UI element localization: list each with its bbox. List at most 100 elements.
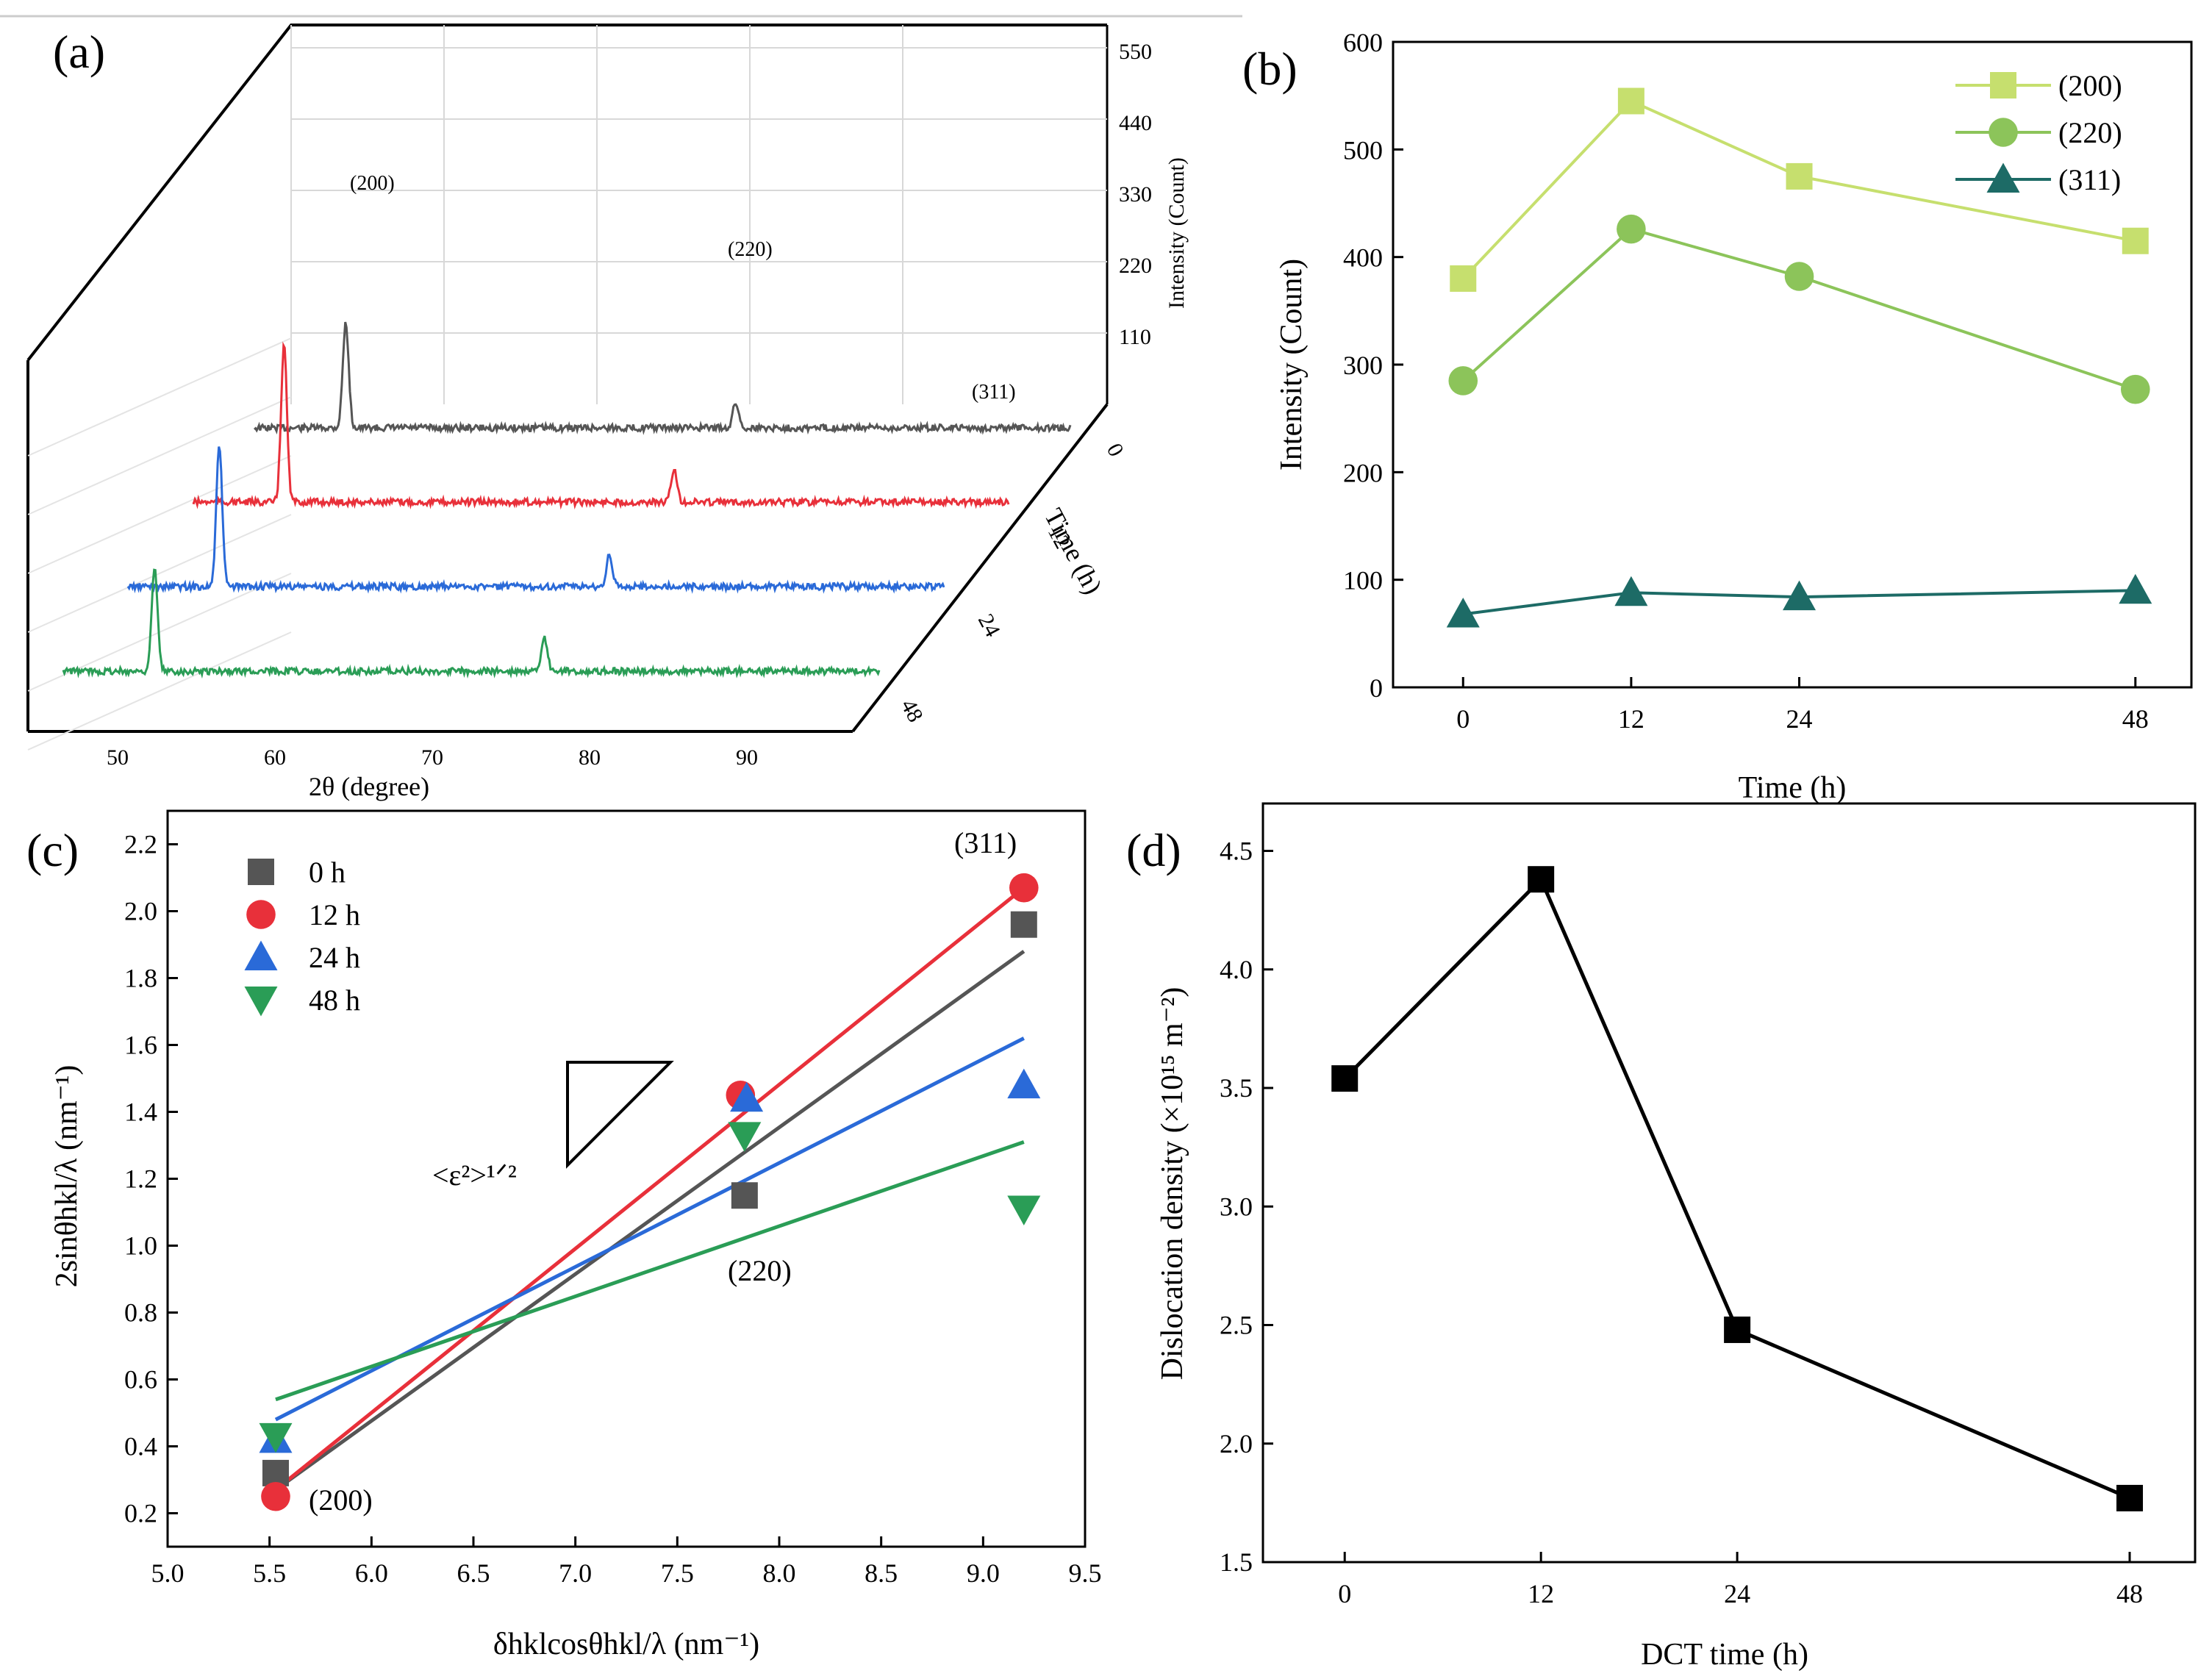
panel-d-ticks: 1.5 2.0 2.5 3.0 3.5 4.0 4.5 0 12 24 48 <box>1220 837 2143 1609</box>
panel-b-xtick-label: 0 <box>1456 704 1470 734</box>
panel-d: 1.5 2.0 2.5 3.0 3.5 4.0 4.5 0 12 24 48 (d) DCT tim… <box>1126 802 2197 1672</box>
panel-d-ytick-label: 4.0 <box>1220 955 1253 984</box>
panel-c-legend-marker <box>244 940 278 970</box>
panel-c-annot-311: (311) <box>954 826 1017 859</box>
panel-a-grid-diag <box>27 396 292 515</box>
panel-c: 5.0 5.5 6.0 6.5 7.0 7.5 8.0 8.5 9.0 9.5 0.2 0.4 0.6 0… <box>26 809 1102 1661</box>
panel-a-depth-edge <box>851 403 1109 733</box>
panel-c-fit-lines <box>274 886 1026 1492</box>
panel-c-series <box>259 873 1041 1511</box>
panel-c-legend-label: 12 h <box>309 898 360 931</box>
panel-c-annot-200: (200) <box>309 1483 373 1517</box>
panel-b-series-line <box>1461 99 2136 280</box>
panel-c-ytick-label: 2.2 <box>124 830 157 859</box>
panel-d-series <box>1331 866 2144 1511</box>
panel-d-ytick-label: 3.0 <box>1220 1192 1253 1221</box>
panel-c-point <box>262 1459 289 1486</box>
panel-a-back-grid <box>27 25 1107 751</box>
panel-c-xtick-label: 8.0 <box>763 1558 796 1588</box>
panel-a-frame <box>26 24 1109 733</box>
panel-b-series-line <box>1463 589 2136 616</box>
panel-c-fit-line <box>274 950 1026 1492</box>
panel-c-point <box>730 1081 764 1112</box>
panel-a-trace-24h <box>126 446 945 594</box>
panel-b-legend-label: (311) <box>2058 163 2121 196</box>
panel-c-point <box>1010 911 1037 938</box>
panel-b-label: (b) <box>1242 43 1298 95</box>
panel-a-grid-diag <box>27 631 292 751</box>
panel-b-point <box>2120 374 2150 404</box>
panel-a-grid-diag <box>27 455 292 574</box>
panel-c-legend-marker <box>244 987 278 1017</box>
panel-a-zlabel: Time (h) <box>1039 504 1108 599</box>
panel-c-ytick-label: 1.4 <box>124 1098 157 1127</box>
panel-b-xlabel: Time (h) <box>1739 771 1847 805</box>
panel-c-point <box>731 1182 758 1209</box>
panel-c-point <box>1007 1195 1041 1225</box>
panel-b-series-line <box>1461 227 2136 391</box>
panel-a-ylabel: Intensity (Count) <box>1164 157 1189 309</box>
panel-b-xtick-label: 12 <box>1618 704 1644 734</box>
panel-c-fit-line <box>274 886 1026 1492</box>
panel-a-xtick: 60 <box>264 745 286 770</box>
panel-a-ytick: 440 <box>1119 111 1152 135</box>
panel-b-point <box>1448 366 1478 395</box>
panel-d-point <box>1724 1316 1751 1343</box>
panel-a-traces <box>62 321 1072 679</box>
panel-b-point <box>1450 265 1477 292</box>
panel-a-label: (a) <box>53 26 105 78</box>
panel-a-trace-48h <box>62 568 881 679</box>
panel-a-xtick: 70 <box>421 745 443 770</box>
panel-c-ytick-label: 1.2 <box>124 1164 157 1194</box>
panel-a-peak-label-220: (220) <box>728 238 773 261</box>
panel-d-xtick-label: 24 <box>1724 1579 1750 1608</box>
panel-a-ytick: 550 <box>1119 40 1152 64</box>
panel-a-peak-label-200: (200) <box>350 172 395 195</box>
panel-a-ytick: 110 <box>1119 325 1151 349</box>
panel-a-xtick: 80 <box>579 745 601 770</box>
panel-c-ticks: 5.0 5.5 6.0 6.5 7.0 7.5 8.0 8.5 9.0 9.5 0.2 0.4 0.6 0… <box>124 830 1102 1589</box>
panel-c-point <box>261 1481 290 1511</box>
panel-c-axes-frame <box>166 809 1087 1548</box>
panel-c-fit-line <box>275 1140 1025 1402</box>
panel-a-peak-label-311: (311) <box>972 381 1016 404</box>
panel-b-series <box>1446 87 2152 628</box>
panel-b-point <box>2122 227 2149 254</box>
panel-c-xtick-label: 5.0 <box>151 1558 185 1588</box>
panel-c-ytick-label: 0.8 <box>124 1298 157 1328</box>
panel-c-xtick-label: 5.5 <box>253 1558 286 1588</box>
panel-c-xtick-label: 6.5 <box>457 1558 490 1588</box>
panel-b-point <box>1784 262 1814 291</box>
panel-d-ytick-label: 2.0 <box>1220 1429 1253 1458</box>
panel-c-xtick-label: 7.5 <box>661 1558 694 1588</box>
panel-d-ytick-label: 3.5 <box>1220 1073 1253 1103</box>
panel-c-point <box>259 1422 293 1453</box>
panel-d-label: (d) <box>1126 824 1181 876</box>
panel-c-ytick-label: 0.2 <box>124 1499 157 1528</box>
panel-d-ylabel: Dislocation density (×10¹⁵ m⁻²) <box>1156 987 1189 1381</box>
panel-c-point <box>1007 1068 1041 1099</box>
panel-b-ytick-label: 600 <box>1343 28 1383 57</box>
panel-d-xtick-label: 12 <box>1528 1579 1554 1608</box>
panel-b-ytick-label: 300 <box>1343 351 1383 380</box>
panel-d-xtick-label: 0 <box>1338 1579 1351 1608</box>
panel-d-axes-frame <box>1261 802 2197 1564</box>
panel-c-label: (c) <box>26 824 79 876</box>
panel-b-point <box>1617 87 1644 115</box>
panel-c-legend: 0 h 12 h 24 h 48 h <box>244 856 360 1017</box>
panel-a-ytick: 330 <box>1119 182 1152 207</box>
panel-c-xlabel: δhklcosθhkl/λ (nm⁻¹) <box>493 1628 759 1661</box>
panel-a-trace-0h <box>254 321 1072 435</box>
panel-c-ytick-label: 1.8 <box>124 964 157 993</box>
panel-c-xtick-label: 8.5 <box>865 1558 898 1588</box>
panel-a-trace-12h <box>192 341 1010 510</box>
panel-c-xtick-label: 9.0 <box>967 1558 1000 1588</box>
panel-b-ytick-label: 400 <box>1343 243 1383 273</box>
panel-d-xlabel: DCT time (h) <box>1641 1638 1808 1672</box>
panel-c-ytick-label: 2.0 <box>124 897 157 926</box>
panel-b-ytick-label: 200 <box>1343 458 1383 487</box>
panel-d-point <box>1528 866 1555 893</box>
panel-b-ticks: 0 100 200 300 400 500 600 0 12 24 48 <box>1343 28 2149 734</box>
panel-b-ylabel: Intensity (Count) <box>1275 259 1309 470</box>
panel-d-ytick-label: 4.5 <box>1220 837 1253 866</box>
